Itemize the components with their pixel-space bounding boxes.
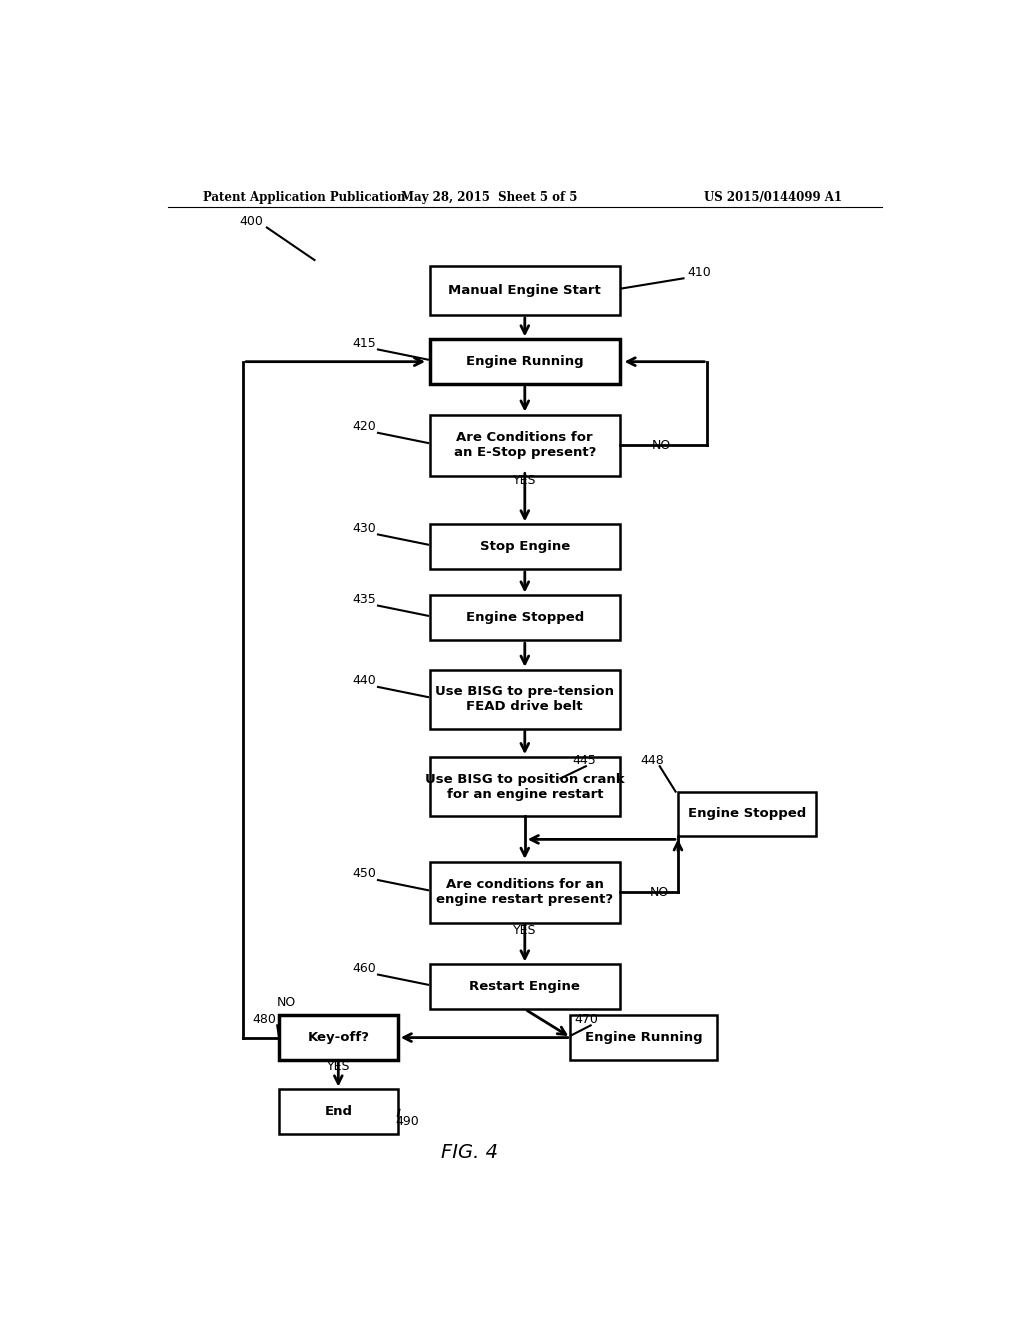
Text: Manual Engine Start: Manual Engine Start: [449, 284, 601, 297]
FancyBboxPatch shape: [430, 965, 620, 1008]
Text: 445: 445: [572, 754, 596, 767]
FancyBboxPatch shape: [279, 1089, 397, 1134]
Text: End: End: [325, 1105, 352, 1118]
Text: 435: 435: [352, 593, 377, 606]
Text: NO: NO: [652, 438, 671, 451]
FancyBboxPatch shape: [279, 1015, 397, 1060]
Text: YES: YES: [513, 924, 537, 937]
FancyBboxPatch shape: [678, 792, 816, 837]
Text: 470: 470: [574, 1012, 599, 1026]
Text: May 28, 2015  Sheet 5 of 5: May 28, 2015 Sheet 5 of 5: [401, 190, 578, 203]
Text: YES: YES: [327, 1060, 350, 1073]
Text: 480: 480: [253, 1012, 276, 1026]
Text: NO: NO: [650, 886, 670, 899]
FancyBboxPatch shape: [430, 595, 620, 640]
Text: Engine Stopped: Engine Stopped: [466, 611, 584, 624]
Text: Stop Engine: Stop Engine: [479, 540, 570, 553]
Text: YES: YES: [513, 474, 537, 487]
Text: 490: 490: [395, 1115, 419, 1129]
FancyBboxPatch shape: [430, 524, 620, 569]
Text: 400: 400: [239, 215, 263, 228]
Text: 450: 450: [352, 867, 377, 880]
Text: 448: 448: [640, 754, 664, 767]
Text: NO: NO: [278, 995, 296, 1008]
FancyBboxPatch shape: [430, 267, 620, 315]
FancyBboxPatch shape: [430, 758, 620, 816]
Text: Are Conditions for
an E-Stop present?: Are Conditions for an E-Stop present?: [454, 432, 596, 459]
FancyBboxPatch shape: [430, 339, 620, 384]
Text: Engine Stopped: Engine Stopped: [688, 808, 806, 821]
Text: Use BISG to position crank
for an engine restart: Use BISG to position crank for an engine…: [425, 772, 625, 800]
FancyBboxPatch shape: [570, 1015, 717, 1060]
Text: 420: 420: [352, 420, 377, 433]
Text: 460: 460: [352, 962, 377, 975]
Text: Engine Running: Engine Running: [466, 355, 584, 368]
Text: 415: 415: [352, 337, 377, 350]
Text: 430: 430: [352, 521, 377, 535]
Text: Engine Running: Engine Running: [585, 1031, 702, 1044]
FancyBboxPatch shape: [430, 414, 620, 475]
Text: Key-off?: Key-off?: [307, 1031, 370, 1044]
Text: Restart Engine: Restart Engine: [469, 981, 581, 993]
Text: 410: 410: [687, 265, 712, 279]
Text: Use BISG to pre-tension
FEAD drive belt: Use BISG to pre-tension FEAD drive belt: [435, 685, 614, 713]
FancyBboxPatch shape: [430, 862, 620, 923]
Text: FIG. 4: FIG. 4: [440, 1143, 498, 1162]
Text: Patent Application Publication: Patent Application Publication: [204, 190, 406, 203]
FancyBboxPatch shape: [430, 669, 620, 729]
Text: 440: 440: [352, 675, 377, 688]
Text: US 2015/0144099 A1: US 2015/0144099 A1: [705, 190, 842, 203]
Text: Are conditions for an
engine restart present?: Are conditions for an engine restart pre…: [436, 878, 613, 907]
